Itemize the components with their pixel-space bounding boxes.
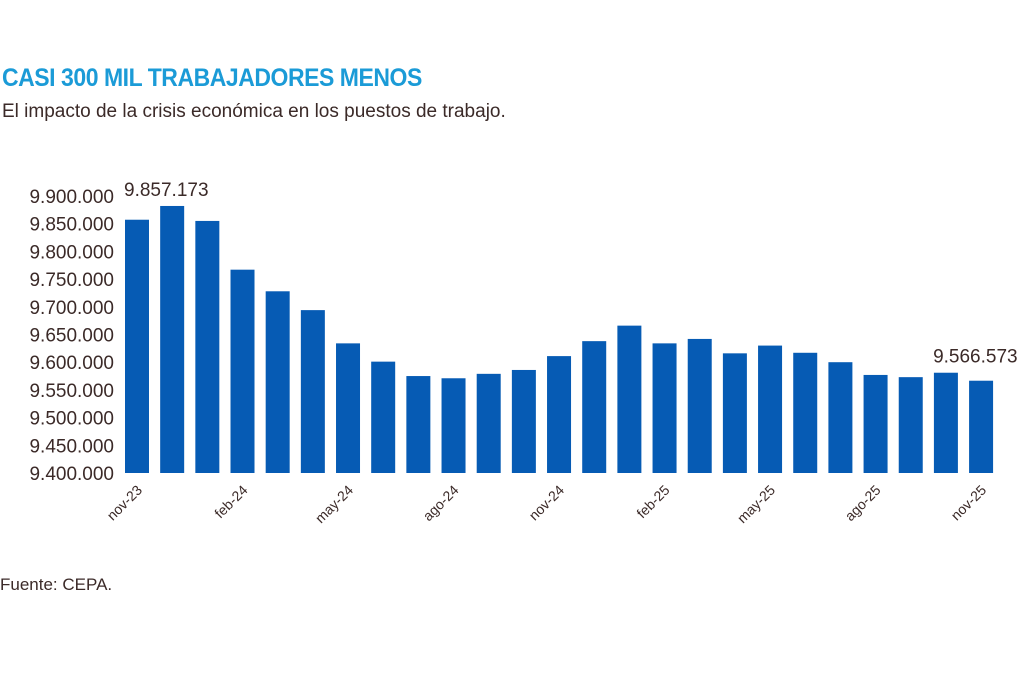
bar-ene-24 bbox=[195, 220, 220, 473]
bar-jul-25 bbox=[828, 362, 853, 473]
bar-dic-23 bbox=[160, 205, 185, 474]
bar-nov-25 bbox=[969, 380, 994, 473]
chart-title: CASI 300 MIL TRABAJADORES MENOS bbox=[2, 64, 422, 92]
x-tick-label: feb-24 bbox=[211, 482, 251, 522]
y-tick-label: 9.700.000 bbox=[29, 298, 114, 319]
y-tick-label: 9.450.000 bbox=[29, 436, 114, 457]
data-label: 9.857.173 bbox=[124, 180, 209, 201]
y-tick-label: 9.650.000 bbox=[29, 326, 114, 347]
x-tick-label: nov-24 bbox=[526, 482, 568, 524]
bar-abr-24 bbox=[300, 310, 325, 473]
bar-feb-24 bbox=[230, 269, 255, 473]
bar-feb-25 bbox=[652, 343, 677, 473]
y-tick-label: 9.500.000 bbox=[29, 409, 114, 430]
bar-ago-24 bbox=[441, 378, 466, 473]
x-tick-label: may-25 bbox=[734, 482, 778, 526]
source-note: Fuente: CEPA. bbox=[0, 575, 113, 594]
y-tick-label: 9.850.000 bbox=[29, 215, 114, 236]
bar-nov-23 bbox=[125, 219, 149, 473]
bar-ago-25 bbox=[863, 374, 888, 473]
y-tick-label: 9.400.000 bbox=[29, 464, 114, 485]
chart-subtitle: El impacto de la crisis económica en los… bbox=[2, 101, 506, 122]
y-tick-label: 9.900.000 bbox=[29, 187, 114, 208]
bar-dic-24 bbox=[582, 341, 607, 473]
x-tick-label: ago-24 bbox=[420, 482, 462, 524]
bar-ene-25 bbox=[617, 325, 642, 473]
bar-mar-25 bbox=[687, 338, 712, 473]
bar-oct-25 bbox=[933, 372, 958, 473]
y-tick-label: 9.800.000 bbox=[29, 242, 114, 263]
bar-sep-25 bbox=[898, 377, 923, 473]
x-tick-label: may-24 bbox=[312, 482, 356, 526]
x-tick-label: feb-25 bbox=[633, 482, 673, 522]
bar-oct-24 bbox=[511, 369, 536, 473]
bar-abr-25 bbox=[722, 353, 747, 473]
data-label: 9.566.573 bbox=[933, 347, 1018, 368]
bar-sep-24 bbox=[476, 373, 501, 473]
bar-jun-25 bbox=[793, 352, 818, 473]
bar-jul-24 bbox=[406, 376, 431, 473]
x-tick-label: ago-25 bbox=[842, 482, 884, 524]
y-tick-label: 9.750.000 bbox=[29, 270, 114, 291]
y-tick-label: 9.600.000 bbox=[29, 353, 114, 374]
bar-mar-24 bbox=[265, 291, 290, 473]
bar-may-25 bbox=[758, 345, 783, 473]
y-tick-label: 9.550.000 bbox=[29, 381, 114, 402]
x-tick-label: nov-25 bbox=[948, 482, 990, 524]
bar-nov-24 bbox=[547, 356, 572, 473]
bar-may-24 bbox=[336, 343, 361, 473]
x-tick-label: nov-23 bbox=[104, 482, 146, 524]
bar-jun-24 bbox=[371, 361, 396, 473]
